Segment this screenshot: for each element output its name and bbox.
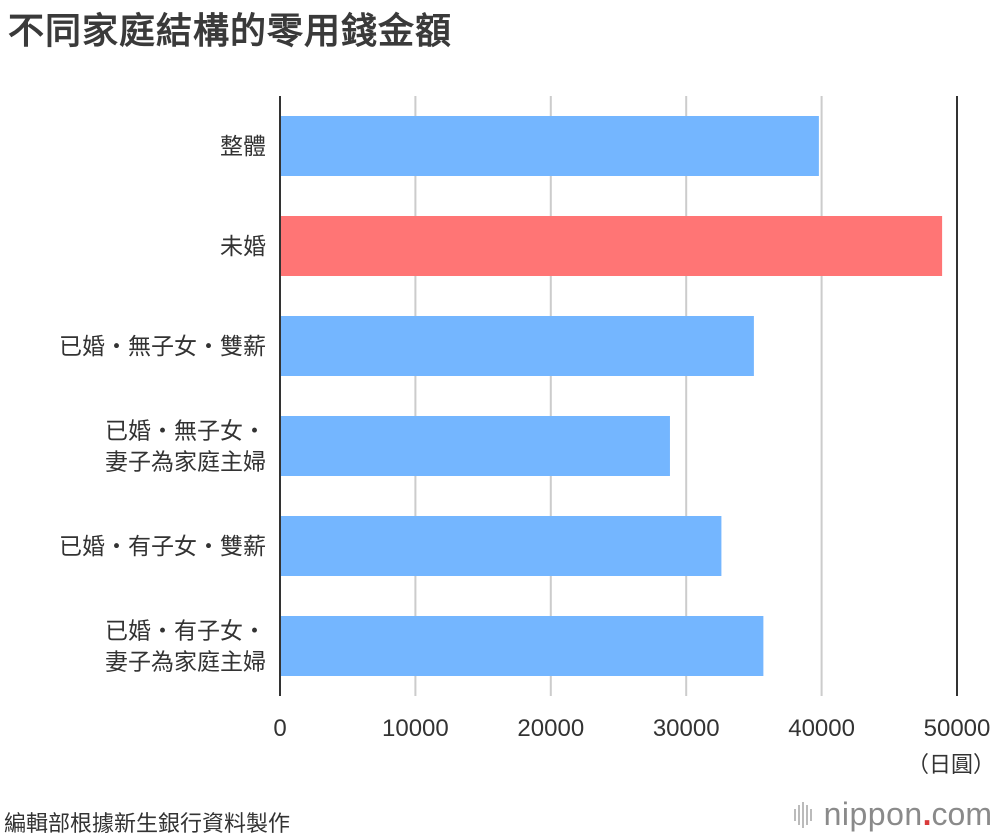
bar — [280, 116, 819, 176]
brand-tld: com — [931, 796, 992, 832]
bar — [280, 416, 670, 476]
nippon-logo-icon — [793, 801, 812, 828]
category-label: 整體 — [220, 134, 266, 160]
category-label: 已婚・有子女・雙薪 — [59, 534, 266, 560]
x-tick-label: 20000 — [517, 715, 584, 742]
bar-layer — [280, 116, 943, 676]
x-tick-label: 30000 — [653, 715, 720, 742]
x-tick-label: 0 — [273, 715, 286, 742]
category-label: 妻子為家庭主婦 — [105, 650, 266, 676]
bar — [280, 316, 754, 376]
category-label: 已婚・無子女・ — [105, 419, 266, 445]
chart-title: 不同家庭結構的零用錢金額 — [8, 11, 453, 52]
category-label: 未婚 — [220, 234, 266, 260]
bar-chart: 整體未婚已婚・無子女・雙薪已婚・無子女・妻子為家庭主婦已婚・有子女・雙薪已婚・有… — [59, 96, 995, 778]
tick-labels: 0 10000 20000 30000 40000 50000 — [273, 715, 990, 742]
grid-layer — [414, 96, 823, 696]
category-labels: 整體未婚已婚・無子女・雙薪已婚・無子女・妻子為家庭主婦已婚・有子女・雙薪已婚・有… — [59, 134, 266, 676]
category-label: 已婚・無子女・雙薪 — [59, 334, 266, 360]
source-note: 編輯部根據新生銀行資料製作 — [4, 812, 291, 837]
unit-label: （日圓） — [907, 753, 995, 778]
bar — [280, 216, 943, 276]
brand-name: nippon — [823, 796, 923, 832]
x-tick-label: 50000 — [924, 715, 991, 742]
category-label: 妻子為家庭主婦 — [105, 450, 266, 476]
x-tick-label: 10000 — [382, 715, 449, 742]
bar — [280, 616, 764, 676]
x-tick-label: 40000 — [788, 715, 855, 742]
brand-dot: . — [922, 796, 932, 832]
brand-logo: nippon. com — [793, 796, 992, 833]
category-label: 已婚・有子女・ — [105, 619, 266, 645]
bar — [280, 516, 722, 576]
axis-layer — [279, 96, 958, 696]
